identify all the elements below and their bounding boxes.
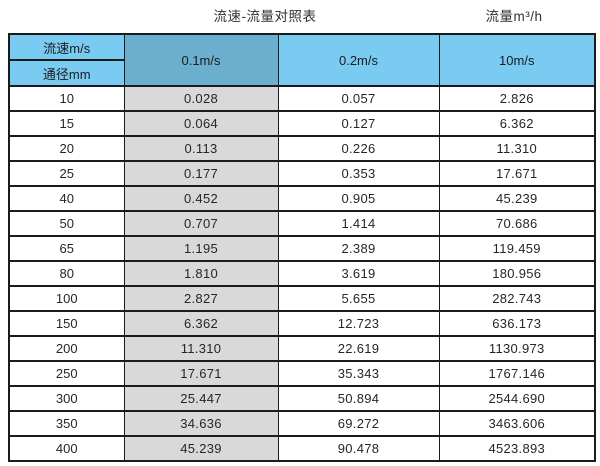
flow-value-cell: 2.389 xyxy=(277,235,440,262)
flow-value-cell: 3.619 xyxy=(277,260,440,287)
flow-value-cell: 17.671 xyxy=(123,360,279,387)
diameter-cell: 25 xyxy=(8,160,125,187)
flow-value-cell: 35.343 xyxy=(277,360,440,387)
flow-value-cell: 0.177 xyxy=(123,160,279,187)
flow-value-cell: 0.452 xyxy=(123,185,279,212)
table-row: 50 0.707 1.414 70.686 xyxy=(8,210,596,237)
flow-value-cell: 5.655 xyxy=(277,285,440,312)
diameter-cell: 80 xyxy=(8,260,125,287)
flow-value-cell: 22.619 xyxy=(277,335,440,362)
flow-value-cell: 0.226 xyxy=(277,135,440,162)
flow-value-cell: 17.671 xyxy=(438,160,596,187)
flow-value-cell: 0.064 xyxy=(123,110,279,137)
diameter-cell: 150 xyxy=(8,310,125,337)
flow-value-cell: 45.239 xyxy=(123,435,279,462)
diameter-cell: 65 xyxy=(8,235,125,262)
table-row: 80 1.810 3.619 180.956 xyxy=(8,260,596,287)
diameter-cell: 50 xyxy=(8,210,125,237)
flow-value-cell: 11.310 xyxy=(438,135,596,162)
flow-value-cell: 119.459 xyxy=(438,235,596,262)
table-body: 10 0.028 0.057 2.826 15 0.064 0.127 6.362 20 0.11… xyxy=(8,85,596,462)
flow-rate-table: 流速m/s 0.1m/s 0.2m/s 10m/s 通径mm 10 0.028 0.… xyxy=(8,33,596,462)
flow-value-cell: 25.447 xyxy=(123,385,279,412)
table-row: 400 45.239 90.478 4523.893 xyxy=(8,435,596,462)
flow-value-cell: 12.723 xyxy=(277,310,440,337)
flow-value-cell: 50.894 xyxy=(277,385,440,412)
flow-value-cell: 6.362 xyxy=(123,310,279,337)
flow-value-cell: 2.827 xyxy=(123,285,279,312)
flow-value-cell: 1.195 xyxy=(123,235,279,262)
diameter-cell: 10 xyxy=(8,85,125,112)
diameter-cell: 20 xyxy=(8,135,125,162)
flow-value-cell: 0.353 xyxy=(277,160,440,187)
flow-value-cell: 1130.973 xyxy=(438,335,596,362)
flow-value-cell: 45.239 xyxy=(438,185,596,212)
header-diameter-label: 通径mm xyxy=(8,59,125,87)
diameter-cell: 100 xyxy=(8,285,125,312)
flow-value-cell: 282.743 xyxy=(438,285,596,312)
flow-value-cell: 90.478 xyxy=(277,435,440,462)
table-header: 流速m/s 0.1m/s 0.2m/s 10m/s 通径mm xyxy=(8,33,596,87)
diameter-cell: 300 xyxy=(8,385,125,412)
table-row: 350 34.636 69.272 3463.606 xyxy=(8,410,596,437)
diameter-cell: 40 xyxy=(8,185,125,212)
page-header: 流速-流量对照表 流量m³/h xyxy=(0,2,600,26)
table-row: 10 0.028 0.057 2.826 xyxy=(8,85,596,112)
flow-value-cell: 636.173 xyxy=(438,310,596,337)
flow-value-cell: 1.810 xyxy=(123,260,279,287)
diameter-cell: 250 xyxy=(8,360,125,387)
flow-value-cell: 69.272 xyxy=(277,410,440,437)
header-col-0.2ms: 0.2m/s xyxy=(277,33,440,87)
flow-value-cell: 70.686 xyxy=(438,210,596,237)
flow-value-cell: 180.956 xyxy=(438,260,596,287)
diameter-cell: 200 xyxy=(8,335,125,362)
header-col-10ms: 10m/s xyxy=(438,33,596,87)
flow-value-cell: 4523.893 xyxy=(438,435,596,462)
flow-value-cell: 0.113 xyxy=(123,135,279,162)
header-velocity-label: 流速m/s xyxy=(8,33,125,61)
table-row: 100 2.827 5.655 282.743 xyxy=(8,285,596,312)
table-row: 40 0.452 0.905 45.239 xyxy=(8,185,596,212)
diameter-cell: 15 xyxy=(8,110,125,137)
flow-value-cell: 0.057 xyxy=(277,85,440,112)
flow-value-cell: 2.826 xyxy=(438,85,596,112)
flow-value-cell: 2544.690 xyxy=(438,385,596,412)
flow-unit-label: 流量m³/h xyxy=(485,9,543,24)
diameter-cell: 350 xyxy=(8,410,125,437)
flow-value-cell: 1.414 xyxy=(277,210,440,237)
table-row: 15 0.064 0.127 6.362 xyxy=(8,110,596,137)
flow-value-cell: 11.310 xyxy=(123,335,279,362)
flow-value-cell: 34.636 xyxy=(123,410,279,437)
flow-value-cell: 0.028 xyxy=(123,85,279,112)
flow-value-cell: 3463.606 xyxy=(438,410,596,437)
header-col-0.1ms: 0.1m/s xyxy=(123,33,279,87)
page-title: 流速-流量对照表 xyxy=(213,9,317,24)
flow-value-cell: 0.127 xyxy=(277,110,440,137)
diameter-cell: 400 xyxy=(8,435,125,462)
table-row: 20 0.113 0.226 11.310 xyxy=(8,135,596,162)
table-row: 300 25.447 50.894 2544.690 xyxy=(8,385,596,412)
flow-value-cell: 0.707 xyxy=(123,210,279,237)
flow-value-cell: 0.905 xyxy=(277,185,440,212)
table-row: 65 1.195 2.389 119.459 xyxy=(8,235,596,262)
table-row: 150 6.362 12.723 636.173 xyxy=(8,310,596,337)
flow-value-cell: 6.362 xyxy=(438,110,596,137)
table-row: 25 0.177 0.353 17.671 xyxy=(8,160,596,187)
table-row: 200 11.310 22.619 1130.973 xyxy=(8,335,596,362)
flow-value-cell: 1767.146 xyxy=(438,360,596,387)
table-row: 250 17.671 35.343 1767.146 xyxy=(8,360,596,387)
